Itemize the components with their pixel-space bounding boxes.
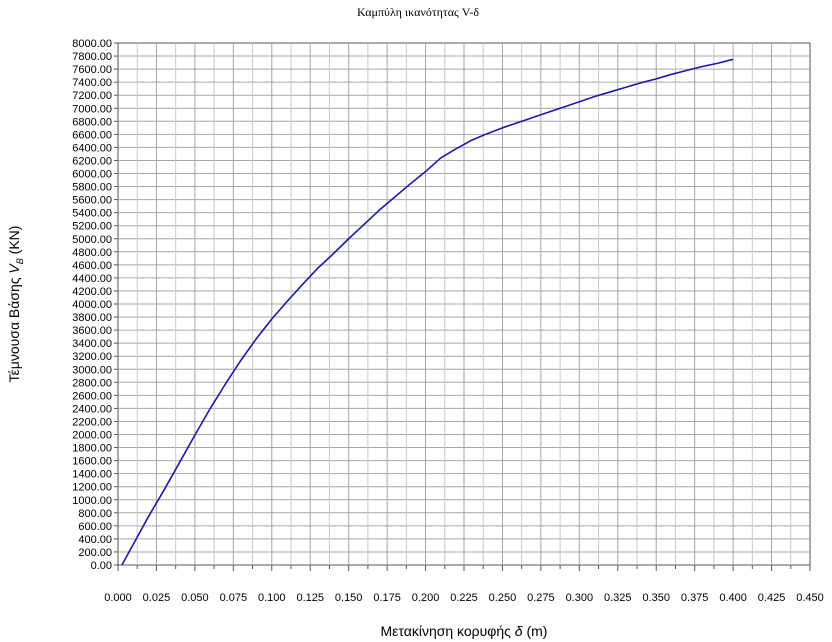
y-tick-label: 5000.00	[72, 234, 112, 246]
y-tick-label: 2200.00	[72, 416, 112, 428]
y-tick-label: 2000.00	[72, 430, 112, 442]
x-tick-label: 0.025	[143, 592, 171, 604]
x-tick-label: 0.075	[220, 592, 248, 604]
x-axis-ticks: 0.000 0.025 0.050 0.075 0.100 0.125 0.150 0.175…	[104, 565, 824, 604]
y-tick-label: 4600.00	[72, 260, 112, 272]
x-tick-label: 0.150	[335, 592, 363, 604]
y-tick-label: 7000.00	[72, 103, 112, 115]
y-tick-label: 6800.00	[72, 116, 112, 128]
y-tick-label: 3200.00	[72, 351, 112, 363]
y-tick-label: 6600.00	[72, 129, 112, 141]
y-tick-label: 1000.00	[72, 495, 112, 507]
y-tick-label: 7600.00	[72, 64, 112, 76]
y-tick-label: 7400.00	[72, 77, 112, 89]
x-axis-label: Μετακίνηση κορυφής δ (m)	[381, 623, 548, 639]
series-layer	[121, 58, 734, 566]
y-tick-label: 4200.00	[72, 286, 112, 298]
y-tick-label: 1400.00	[72, 469, 112, 481]
series-line	[121, 58, 734, 566]
y-tick-label: 4000.00	[72, 299, 112, 311]
y-tick-label: 6000.00	[72, 169, 112, 181]
y-tick-label: 4400.00	[72, 273, 112, 285]
y-tick-label: 3400.00	[72, 338, 112, 350]
x-tick-label: 0.275	[527, 592, 555, 604]
y-tick-label: 3800.00	[72, 312, 112, 324]
y-tick-label: 400.00	[78, 534, 112, 546]
x-tick-label: 0.100	[258, 592, 286, 604]
x-tick-label: 0.350	[642, 592, 670, 604]
y-tick-label: 2400.00	[72, 403, 112, 415]
x-tick-label: 0.225	[450, 592, 478, 604]
y-tick-label: 2800.00	[72, 377, 112, 389]
y-tick-label: 1800.00	[72, 443, 112, 455]
x-tick-label: 0.400	[719, 592, 747, 604]
x-tick-label: 0.000	[104, 592, 132, 604]
y-tick-label: 1600.00	[72, 456, 112, 468]
y-tick-label: 5600.00	[72, 195, 112, 207]
x-tick-label: 0.300	[566, 592, 594, 604]
y-tick-label: 6200.00	[72, 155, 112, 167]
y-tick-label: 3000.00	[72, 364, 112, 376]
y-tick-label: 4800.00	[72, 247, 112, 259]
y-tick-label: 6400.00	[72, 142, 112, 154]
x-tick-label: 0.450	[796, 592, 824, 604]
x-tick-label: 0.050	[181, 592, 209, 604]
grid-lines	[118, 43, 810, 565]
y-tick-label: 8000.00	[72, 38, 112, 50]
y-tick-label: 600.00	[78, 521, 112, 533]
y-tick-label: 0.00	[91, 560, 112, 572]
y-axis-label: Τέμνουσα Βάσης VB (KN)	[6, 226, 25, 383]
y-tick-label: 2600.00	[72, 390, 112, 402]
x-tick-label: 0.425	[758, 592, 786, 604]
y-tick-label: 5400.00	[72, 208, 112, 220]
x-tick-label: 0.250	[489, 592, 517, 604]
y-tick-label: 3600.00	[72, 325, 112, 337]
y-tick-label: 800.00	[78, 508, 112, 520]
y-tick-label: 1200.00	[72, 482, 112, 494]
y-tick-label: 5800.00	[72, 182, 112, 194]
y-tick-label: 7200.00	[72, 90, 112, 102]
chart-title: Καμπύλη ικανότητας V-δ	[357, 5, 479, 19]
x-tick-label: 0.375	[681, 592, 709, 604]
x-tick-label: 0.325	[604, 592, 632, 604]
x-tick-label: 0.175	[373, 592, 401, 604]
x-tick-label: 0.125	[296, 592, 324, 604]
y-axis-ticks: 0.00200.00400.00600.00800.001000.001200.…	[72, 38, 118, 572]
y-tick-label: 200.00	[78, 547, 112, 559]
y-tick-label: 7800.00	[72, 51, 112, 63]
y-tick-label: 5200.00	[72, 221, 112, 233]
x-tick-label: 0.200	[412, 592, 440, 604]
